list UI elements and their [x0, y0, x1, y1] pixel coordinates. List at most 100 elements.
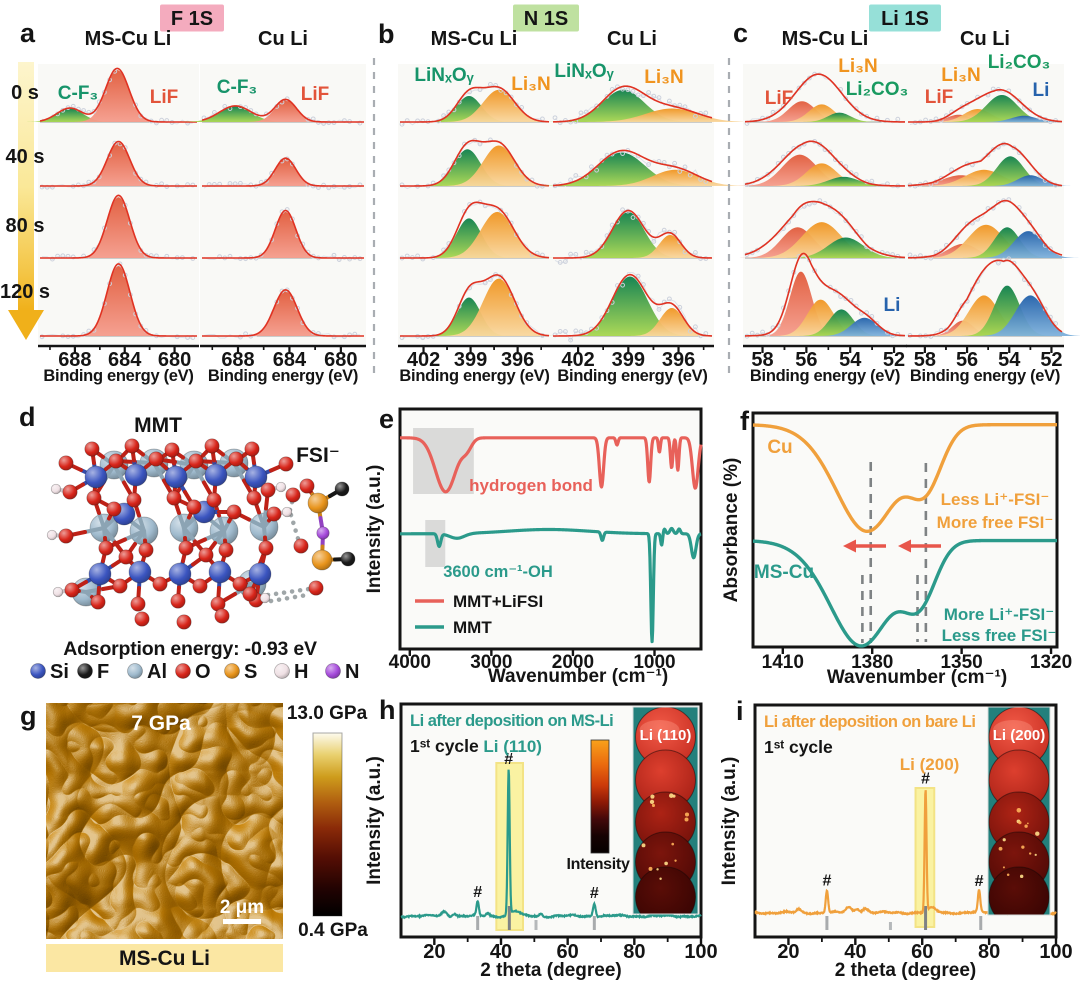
annotation: Less free FSI⁻ [942, 626, 1057, 645]
bond-half [247, 517, 266, 529]
atom-O [278, 456, 294, 472]
noise-dot [630, 88, 636, 94]
peak-blue [811, 317, 918, 336]
atom-Si [128, 560, 152, 584]
x-axis-title-f: Wavenumber (cm⁻¹) [827, 667, 1007, 688]
legend-swatch-Si [30, 663, 46, 679]
atom-O [232, 576, 248, 592]
noise-dot [498, 274, 504, 279]
peak-red [73, 142, 164, 186]
atom-O [214, 608, 230, 624]
peak-orange [768, 299, 874, 336]
peak-annotation: Li₃N [644, 67, 683, 88]
atom-F [334, 481, 350, 497]
noise-dot [959, 303, 965, 308]
inset-sparkle [656, 868, 659, 871]
noise-dot [420, 256, 426, 262]
noise-dot [843, 296, 849, 302]
x-tick-label-f-1: 1380 [851, 652, 893, 673]
x-tick-label-f-0: 1410 [762, 652, 804, 673]
x-axis-title-i: 2 theta (degree) [835, 960, 976, 981]
noise-dot [620, 151, 625, 156]
atom-O [108, 453, 124, 469]
inset-sparkle [669, 793, 674, 798]
inset-glint [639, 720, 680, 740]
noise-dot [568, 337, 573, 343]
spectrum-c-col0-row1 [729, 139, 905, 189]
afm-colorbar [312, 732, 343, 917]
spectrum-a-col1-row2 [202, 207, 364, 262]
peak-red [239, 291, 332, 336]
noise-dot [698, 256, 703, 261]
deposit-photo-circle [635, 866, 696, 914]
peak-annotation: Li [884, 295, 901, 316]
noise-dot [949, 167, 954, 173]
x-tick-label-a-0-0: 688 [58, 349, 91, 371]
noise-dot [248, 182, 254, 188]
series-label: MS-Cu [754, 562, 814, 583]
peak-red [73, 197, 164, 258]
noise-dot [1016, 98, 1022, 104]
envelope-line [400, 85, 550, 123]
noise-dot [508, 94, 514, 100]
inset-sparkle [1026, 822, 1029, 825]
envelope-line [39, 67, 197, 123]
inset-sparkle [684, 817, 689, 822]
atom-O [84, 441, 100, 457]
noise-dot [573, 173, 579, 178]
spectrum-a-col1-row3 [202, 287, 364, 340]
atom-O [64, 582, 80, 598]
peak-orange [436, 89, 562, 122]
inset-frame [987, 706, 1051, 916]
noise-dot [589, 164, 594, 170]
atom-O [166, 490, 182, 506]
peak-orange [584, 169, 766, 186]
atom-S [311, 549, 333, 571]
spectrum-c-col1-row3 [907, 256, 1080, 339]
noise-dot [687, 172, 693, 178]
noise-dot [50, 256, 55, 262]
peak-red [757, 271, 845, 336]
noise-dot [912, 183, 918, 189]
noise-dot [635, 92, 641, 98]
bond-half [133, 529, 146, 546]
inset-sparkle [1002, 866, 1005, 869]
atom-N [316, 526, 330, 540]
noise-dot [677, 169, 683, 174]
x-axis-title-c-0: Binding energy (eV) [750, 367, 900, 385]
inset-label-h: Li (110) [640, 727, 692, 744]
spectrum-b-col1-row0 [539, 84, 776, 126]
noise-dot [959, 104, 965, 110]
x-tick-label-c-0-0: 58 [751, 349, 773, 371]
noise-dot [76, 182, 81, 188]
peak-annotation: Li₂CO₃ [988, 52, 1051, 73]
atom-O [285, 487, 301, 503]
hash-mark: # [921, 771, 930, 788]
deposit-photo-circle [988, 866, 1050, 915]
envelope-line [744, 140, 905, 187]
noise-dot [682, 164, 688, 170]
adsorption-energy-label: Adsorption energy: -0.93 eV [63, 638, 317, 660]
sputter-arrow-head [8, 310, 44, 340]
shift-curve-1 [752, 538, 1058, 648]
peak-label-h: Li (110) [483, 737, 542, 756]
inset-frame [632, 706, 699, 915]
noise-dot [573, 328, 579, 334]
spectrum-b-col0-row0 [399, 81, 562, 127]
legend-label-0: MMT+LiFSI [453, 592, 543, 611]
time-label-0: 0 s [11, 82, 39, 104]
peak-annotation: LiNₓOᵧ [554, 61, 614, 82]
envelope-line [744, 73, 906, 123]
peak-blue [970, 231, 1080, 258]
noise-dot [563, 329, 568, 334]
atom-O [299, 478, 315, 494]
spectrum-c-col1-row1 [889, 141, 1080, 189]
inset-sparkle [651, 803, 656, 808]
peak-orange [436, 145, 562, 186]
inset-glint [993, 720, 1033, 740]
spectrum-b-col0-row3 [399, 272, 562, 341]
noise-dot [557, 260, 563, 265]
noise-dot [630, 215, 636, 220]
